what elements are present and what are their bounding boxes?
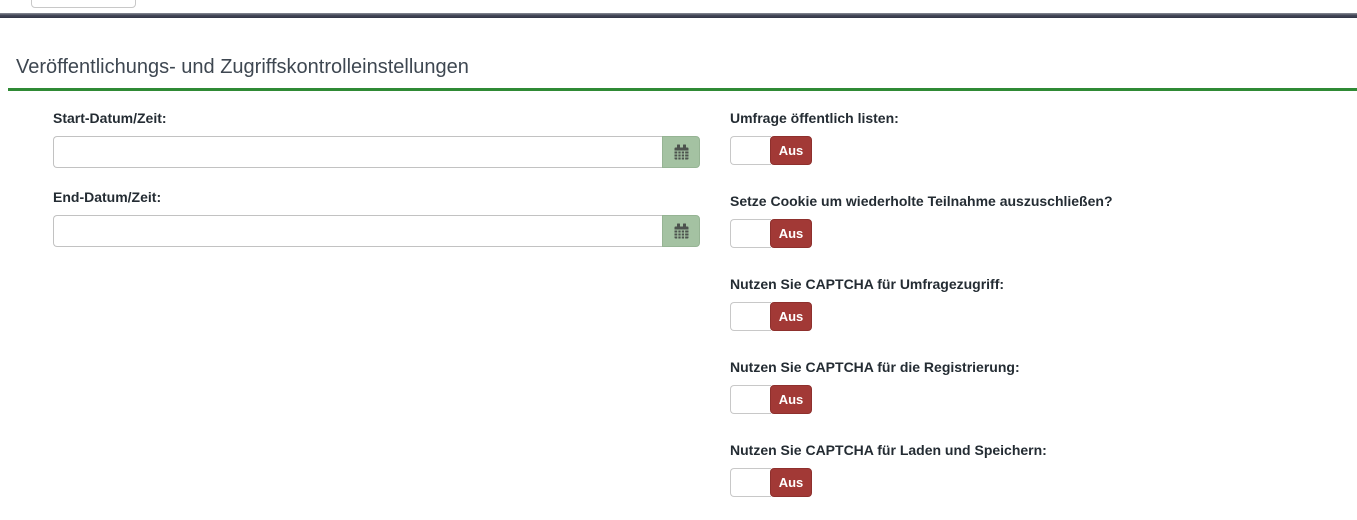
- toggle-on-segment[interactable]: [730, 385, 771, 414]
- page-title: Veröffentlichungs- und Zugriffskontrolle…: [16, 56, 469, 78]
- toggle-off-segment[interactable]: Aus: [770, 385, 812, 414]
- end-date-calendar-button[interactable]: [662, 215, 700, 247]
- captcha-access-toggle[interactable]: Aus: [730, 302, 812, 331]
- calendar-icon: [674, 144, 688, 159]
- end-date-input-group: [53, 215, 700, 247]
- header-divider: [0, 13, 1357, 18]
- toggle-off-segment[interactable]: Aus: [770, 136, 812, 165]
- toggle-off-segment[interactable]: Aus: [770, 219, 812, 248]
- toggle-off-segment[interactable]: Aus: [770, 302, 812, 331]
- toggle-on-segment[interactable]: [730, 219, 771, 248]
- captcha-saveload-label: Nutzen Sie CAPTCHA für Laden und Speiche…: [730, 442, 1047, 458]
- captcha-saveload-toggle[interactable]: Aus: [730, 468, 812, 497]
- start-date-label: Start-Datum/Zeit:: [53, 110, 167, 126]
- access-settings-column: Umfrage öffentlich listen: Aus Setze Coo…: [730, 110, 1357, 520]
- toggle-row-captcha-registration: Nutzen Sie CAPTCHA für die Registrierung…: [730, 359, 1357, 419]
- toggle-row-cookie: Setze Cookie um wiederholte Teilnahme au…: [730, 193, 1357, 253]
- start-date-field-group: Start-Datum/Zeit:: [53, 110, 700, 168]
- captcha-access-label: Nutzen Sie CAPTCHA für Umfragezugriff:: [730, 276, 1005, 292]
- toggle-row-captcha-access: Nutzen Sie CAPTCHA für Umfragezugriff: A…: [730, 276, 1357, 336]
- date-settings-column: Start-Datum/Zeit:: [0, 110, 700, 520]
- start-date-calendar-button[interactable]: [662, 136, 700, 168]
- toggle-on-segment[interactable]: [730, 302, 771, 331]
- truncated-toolbar-button[interactable]: [31, 0, 136, 8]
- toggle-on-segment[interactable]: [730, 136, 771, 165]
- section-underline: [8, 88, 1357, 91]
- public-listing-label: Umfrage öffentlich listen:: [730, 110, 899, 126]
- toggle-row-public-listing: Umfrage öffentlich listen: Aus: [730, 110, 1357, 170]
- public-listing-toggle[interactable]: Aus: [730, 136, 812, 165]
- end-date-label: End-Datum/Zeit:: [53, 189, 162, 205]
- start-date-input-group: [53, 136, 700, 168]
- end-date-input[interactable]: [53, 215, 662, 247]
- captcha-registration-label: Nutzen Sie CAPTCHA für die Registrierung…: [730, 359, 1020, 375]
- start-date-input[interactable]: [53, 136, 662, 168]
- end-date-field-group: End-Datum/Zeit:: [53, 189, 700, 247]
- toggle-off-segment[interactable]: Aus: [770, 468, 812, 497]
- settings-panel: Veröffentlichungs- und Zugriffskontrolle…: [0, 18, 1357, 520]
- settings-form: Start-Datum/Zeit:: [0, 91, 1357, 520]
- cookie-label: Setze Cookie um wiederholte Teilnahme au…: [730, 193, 1113, 209]
- cookie-toggle[interactable]: Aus: [730, 219, 812, 248]
- toggle-on-segment[interactable]: [730, 468, 771, 497]
- calendar-icon: [674, 223, 688, 238]
- captcha-registration-toggle[interactable]: Aus: [730, 385, 812, 414]
- toggle-row-captcha-saveload: Nutzen Sie CAPTCHA für Laden und Speiche…: [730, 442, 1357, 502]
